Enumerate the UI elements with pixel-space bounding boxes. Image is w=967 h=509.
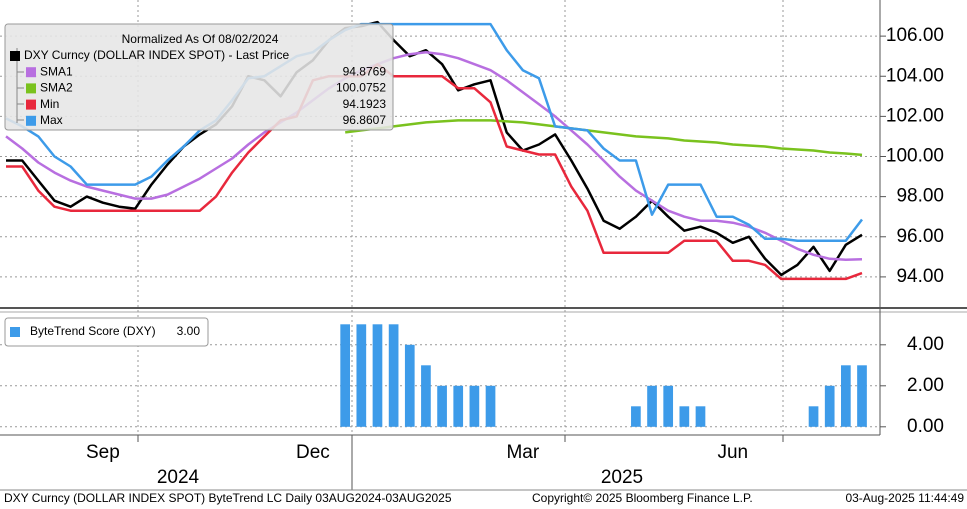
legend: Normalized As Of 08/02/2024 DXY Curncy (D… <box>4 23 394 131</box>
legend-swatch <box>10 327 20 337</box>
bar <box>437 385 447 427</box>
y-tick-label: 102.00 <box>886 105 944 126</box>
bar <box>631 406 641 427</box>
legend-tree <box>16 48 24 123</box>
bar <box>404 344 415 427</box>
legend-swatch <box>26 99 36 110</box>
y-tick-label: 98.00 <box>896 186 944 207</box>
legend-label: ByteTrend Score (DXY) <box>30 324 156 338</box>
series-line <box>6 62 863 281</box>
legend-title: Normalized As Of 08/02/2024 <box>122 32 279 46</box>
legend-box <box>4 23 394 131</box>
legend-label: SMA2 <box>40 81 73 95</box>
x-tick-label: Sep <box>86 442 120 463</box>
footer-center: Copyright© 2025 Bloomberg Finance L.P. <box>532 491 753 505</box>
bar <box>679 406 690 427</box>
bar <box>695 406 706 427</box>
bar <box>663 385 674 427</box>
y-tick-label: 106.00 <box>886 25 944 46</box>
series-line <box>5 22 863 243</box>
legend-label: Min <box>40 97 59 111</box>
bar <box>824 385 835 427</box>
legend-label: Max <box>40 113 63 127</box>
y-tick-label: 104.00 <box>886 65 944 86</box>
series-line <box>345 119 863 157</box>
legend-swatch <box>10 51 20 61</box>
legend-value: 3.00 <box>177 324 201 338</box>
x-group-label: 2025 <box>601 467 643 488</box>
legend-label: DXY Curncy (DOLLAR INDEX SPOT) - Last Pr… <box>24 48 290 62</box>
legend-box <box>4 317 209 347</box>
footer-right: 03-Aug-2025 11:44:49 <box>845 491 964 505</box>
y-tick-label: 96.00 <box>896 226 944 247</box>
x-ticks <box>137 435 784 490</box>
legend-value: 94.1923 <box>343 97 387 111</box>
bar <box>340 324 351 427</box>
legend-swatch <box>26 83 36 94</box>
x-tick-label: Dec <box>296 442 330 463</box>
legend-value: 94.8769 <box>343 64 387 78</box>
bar <box>388 324 399 427</box>
y-tick-label: 100.00 <box>886 146 944 167</box>
legend-value: 96.8607 <box>343 113 387 127</box>
y-tick-label: 94.00 <box>896 266 944 287</box>
bar <box>857 365 867 427</box>
x-tick-label: Jun <box>717 442 748 463</box>
bar <box>453 385 464 427</box>
bar <box>469 385 480 427</box>
legend: ByteTrend Score (DXY) 3.00 <box>4 317 209 347</box>
bar <box>372 324 383 427</box>
series-line <box>5 50 863 262</box>
bar <box>356 324 367 427</box>
y-tick-label: 0.00 <box>907 416 944 437</box>
footer-left: DXY Curncy (DOLLAR INDEX SPOT) ByteTrend… <box>4 491 452 505</box>
bar <box>485 385 496 427</box>
bar <box>841 365 851 427</box>
legend-label: SMA1 <box>40 64 73 78</box>
y-tick-label: 2.00 <box>907 375 944 396</box>
legend-swatch <box>26 67 36 78</box>
y-tick-label: 4.00 <box>907 334 944 355</box>
bar <box>808 406 819 427</box>
legend-swatch <box>26 115 36 126</box>
legend-value: 100.0752 <box>336 81 386 95</box>
bar <box>647 385 657 427</box>
x-group-label: 2024 <box>157 467 200 488</box>
x-tick-label: Mar <box>506 442 539 463</box>
bar <box>421 365 431 427</box>
series-line <box>6 20 863 277</box>
